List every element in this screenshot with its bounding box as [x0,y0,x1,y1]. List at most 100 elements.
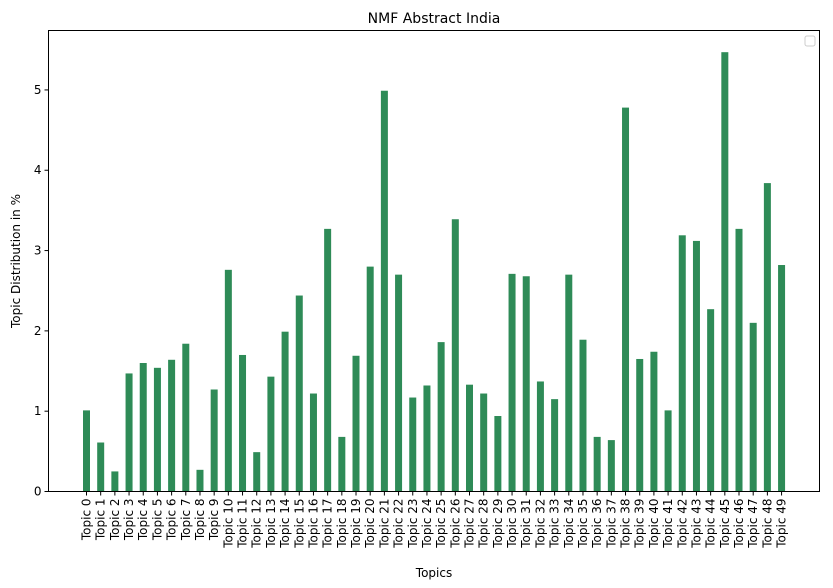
bar-topic-13 [267,376,275,492]
bar-topic-41 [664,410,672,492]
bar-topic-23 [409,397,417,492]
x-tick-label: Topic 36 [590,499,604,549]
bar-topic-39 [636,358,644,492]
bar-topic-9 [210,389,218,492]
legend-box [804,35,816,47]
bar-topic-35 [579,339,587,492]
x-tick-label: Topic 26 [448,499,462,549]
x-tick-label: Topic 7 [179,499,193,542]
bar-topic-40 [650,351,658,492]
y-tick-label: 2 [34,324,42,338]
bar-topic-27 [466,384,473,492]
x-tick-label: Topic 43 [689,499,703,549]
x-tick-label: Topic 45 [718,499,732,549]
x-tick-label: Topic 38 [619,499,633,549]
y-tick-label: 3 [34,244,42,258]
y-tick-label: 4 [34,163,42,177]
x-tick-label: Topic 20 [363,499,377,549]
x-tick-label: Topic 49 [775,499,789,549]
x-tick-label: Topic 41 [661,499,675,549]
bar-topic-26 [451,219,459,492]
bar-topic-24 [423,385,431,492]
x-tick-label: Topic 13 [264,499,278,549]
x-tick-label: Topic 21 [377,499,391,549]
bar-topic-36 [593,436,601,492]
x-tick-label: Topic 15 [292,499,306,549]
bar-topic-34 [565,274,573,492]
bar-topic-25 [437,342,445,492]
x-tick-label: Topic 42 [675,499,689,549]
x-tick-label: Topic 33 [548,499,562,549]
x-tick-label: Topic 4 [136,499,150,542]
x-tick-label: Topic 29 [491,499,505,549]
bar-topic-10 [224,269,232,492]
x-axis-label: Topics [415,566,452,580]
bar-topic-22 [395,274,403,492]
x-tick-label: Topic 19 [349,499,363,549]
bar-topic-5 [153,367,161,492]
x-tick-label: Topic 48 [760,499,774,549]
x-tick-label: Topic 47 [746,499,760,549]
bar-topic-11 [239,354,247,492]
bar-topic-3 [125,373,133,492]
bar-topic-1 [97,442,105,492]
x-tick-label: Topic 44 [704,499,718,549]
x-tick-label: Topic 16 [306,499,320,549]
x-tick-label: Topic 31 [519,499,533,549]
bar-topic-46 [735,228,743,492]
bar-topic-30 [508,273,516,492]
x-tick-label: Topic 23 [406,499,420,549]
bar-topic-38 [622,107,630,492]
y-tick-label: 5 [34,83,42,97]
bar-topic-21 [380,90,388,492]
y-axis-label: Topic Distribution in % [9,194,23,329]
bar-topic-12 [253,452,261,492]
x-tick-label: Topic 2 [108,499,122,542]
x-tick-label: Topic 32 [533,499,547,549]
bar-topic-32 [536,381,544,492]
bar-topic-43 [692,240,700,492]
y-ticks-group: 0 1 2 3 4 5 [34,83,49,499]
x-tick-label: Topic 11 [236,499,250,549]
y-tick-label: 1 [34,404,42,418]
bar-topic-44 [707,309,715,492]
x-tick-label: Topic 1 [94,499,108,542]
bar-topic-4 [139,363,147,492]
y-tick-label: 0 [34,485,42,499]
x-tick-label: Topic 40 [647,499,661,549]
bar-topic-37 [607,440,615,492]
x-tick-label: Topic 5 [150,499,164,542]
x-tick-label: Topic 6 [165,499,179,542]
bar-topic-29 [494,416,502,492]
x-tick-label: Topic 0 [80,499,94,542]
bar-topic-45 [721,52,729,492]
x-tick-label: Topic 18 [335,499,349,549]
x-tick-label: Topic 25 [434,499,448,549]
bar-topic-20 [366,266,374,492]
bar-topic-0 [83,410,90,492]
bar-topic-18 [338,436,346,492]
bar-topic-16 [309,393,317,492]
x-ticks-group: Topic 0 Topic 1 Topic 2 Topic 3 Topic 4 Topic… [80,491,789,549]
bar-topic-14 [281,331,289,492]
bar-topic-31 [522,276,530,492]
x-tick-label: Topic 28 [477,499,491,549]
bar-topic-19 [352,355,360,492]
x-tick-label: Topic 24 [420,499,434,549]
x-tick-label: Topic 46 [732,499,746,549]
x-tick-label: Topic 14 [278,499,292,549]
bar-topic-15 [295,295,303,492]
chart-title: NMF Abstract India [368,11,501,27]
bar-topic-17 [324,228,332,492]
x-tick-label: Topic 17 [321,499,335,549]
bar-topic-49 [778,265,786,492]
bar-topic-28 [480,393,488,492]
x-tick-label: Topic 37 [604,499,618,549]
x-tick-label: Topic 9 [207,499,221,542]
bar-topic-48 [763,183,771,492]
x-tick-label: Topic 22 [392,499,406,549]
bar-topic-8 [196,469,204,492]
bar-topic-47 [749,322,757,492]
plot-frame [48,30,820,492]
